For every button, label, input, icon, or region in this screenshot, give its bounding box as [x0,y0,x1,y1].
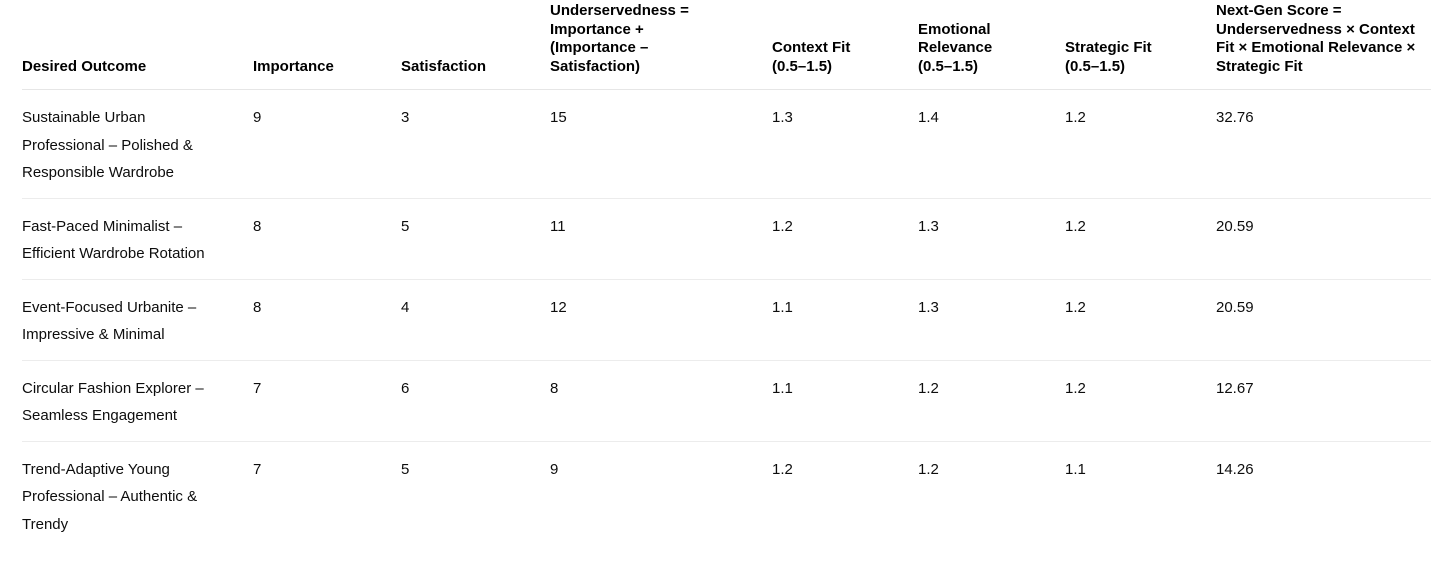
column-header-emotional-relevance: Emotional Relevance (0.5–1.5) [918,2,1065,90]
column-header-underservedness: Underservedness = Importance + (Importan… [550,2,772,90]
cell-strategic-fit: 1.2 [1065,197,1216,279]
column-header-next-gen-score: Next-Gen Score = Underservedness × Conte… [1216,2,1431,90]
cell-context-fit: 1.2 [772,440,918,549]
table-row: Sustainable Urban Professional – Polishe… [22,90,1431,199]
cell-satisfaction: 4 [401,278,550,360]
cell-desired-outcome: Circular Fashion Explorer – Seamless Eng… [22,359,253,441]
cell-context-fit: 1.3 [772,109,793,126]
cell-underservedness: 15 [550,109,567,126]
cell-next-gen-score: 12.67 [1216,359,1431,441]
cell-desired-outcome: Sustainable Urban Professional – Polishe… [22,109,193,181]
cell-desired-outcome: Trend-Adaptive Young Professional – Auth… [22,440,253,549]
table-container: Desired Outcome Importance Satisfaction … [22,2,1431,549]
cell-context-fit: 1.1 [772,278,918,360]
opportunity-scoring-table: Desired Outcome Importance Satisfaction … [22,2,1431,549]
column-header-context-fit: Context Fit (0.5–1.5) [772,2,918,90]
cell-emotional-relevance: 1.2 [918,359,1065,441]
cell-next-gen-score: 32.76 [1216,109,1254,126]
cell-emotional-relevance: 1.3 [918,278,1065,360]
cell-importance: 8 [253,278,401,360]
cell-emotional-relevance: 1.4 [918,109,939,126]
cell-next-gen-score: 20.59 [1216,197,1431,279]
cell-context-fit: 1.2 [772,197,918,279]
cell-strategic-fit: 1.1 [1065,440,1216,549]
cell-emotional-relevance: 1.3 [918,197,1065,279]
cell-emotional-relevance: 1.2 [918,440,1065,549]
cell-importance: 9 [253,109,262,126]
cell-underservedness: 8 [550,359,772,441]
cell-underservedness: 12 [550,278,772,360]
cell-context-fit: 1.1 [772,359,918,441]
column-header-importance: Importance [253,2,401,90]
column-header-desired-outcome: Desired Outcome [22,2,253,90]
cell-desired-outcome: Fast-Paced Minimalist – Efficient Wardro… [22,197,253,279]
cell-satisfaction: 5 [401,440,550,549]
table-row: Fast-Paced Minimalist – Efficient Wardro… [22,197,1431,279]
cell-desired-outcome: Event-Focused Urbanite – Impressive & Mi… [22,278,253,360]
cell-satisfaction: 3 [401,109,410,126]
cell-satisfaction: 5 [401,197,550,279]
cell-importance: 8 [253,197,401,279]
cell-strategic-fit: 1.2 [1065,278,1216,360]
table-row: Trend-Adaptive Young Professional – Auth… [22,440,1431,549]
column-header-satisfaction: Satisfaction [401,2,550,90]
cell-satisfaction: 6 [401,359,550,441]
cell-importance: 7 [253,440,401,549]
cell-next-gen-score: 20.59 [1216,278,1431,360]
header-row: Desired Outcome Importance Satisfaction … [22,2,1431,90]
table-row: Event-Focused Urbanite – Impressive & Mi… [22,278,1431,360]
cell-strategic-fit: 1.2 [1065,109,1086,126]
table-row: Circular Fashion Explorer – Seamless Eng… [22,359,1431,441]
cell-underservedness: 11 [550,197,772,279]
cell-next-gen-score: 14.26 [1216,440,1431,549]
column-header-strategic-fit: Strategic Fit (0.5–1.5) [1065,2,1216,90]
cell-importance: 7 [253,359,401,441]
cell-strategic-fit: 1.2 [1065,359,1216,441]
cell-underservedness: 9 [550,440,772,549]
